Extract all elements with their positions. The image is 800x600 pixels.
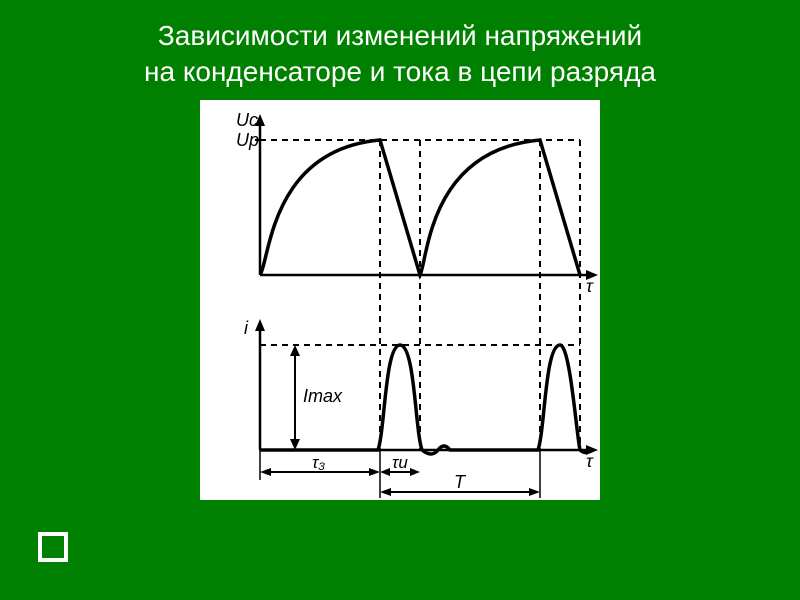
T-arrow-l bbox=[380, 488, 391, 496]
imax-label: Imax bbox=[303, 386, 343, 406]
i-label: i bbox=[244, 318, 249, 338]
tauu-arrow-l bbox=[380, 468, 390, 476]
slide: Зависимости изменений напряжений на конд… bbox=[0, 0, 800, 600]
voltage-tau-label: τ bbox=[586, 276, 594, 296]
chart-panel: Uc Up τ Imax i τ bbox=[200, 100, 600, 500]
title-line-2: на конденсаторе и тока в цепи разряда bbox=[144, 56, 656, 87]
tauu-label: τu bbox=[392, 453, 408, 472]
slide-title: Зависимости изменений напряжений на конд… bbox=[0, 0, 800, 91]
T-label: T bbox=[454, 472, 467, 492]
tau3-arrow-l bbox=[260, 468, 271, 476]
decor-square-icon bbox=[38, 532, 68, 562]
imax-arrow-up bbox=[290, 345, 300, 356]
T-arrow-r bbox=[529, 488, 540, 496]
tau3-label: τ₃ bbox=[312, 453, 325, 472]
tauu-arrow-r bbox=[410, 468, 420, 476]
tau3-arrow-r bbox=[369, 468, 380, 476]
uc-label: Uc bbox=[236, 110, 258, 130]
title-line-1: Зависимости изменений напряжений bbox=[158, 20, 642, 51]
current-y-arrow bbox=[255, 319, 265, 331]
current-tau-label: τ bbox=[586, 451, 594, 471]
charts-svg: Uc Up τ Imax i τ bbox=[200, 100, 600, 500]
